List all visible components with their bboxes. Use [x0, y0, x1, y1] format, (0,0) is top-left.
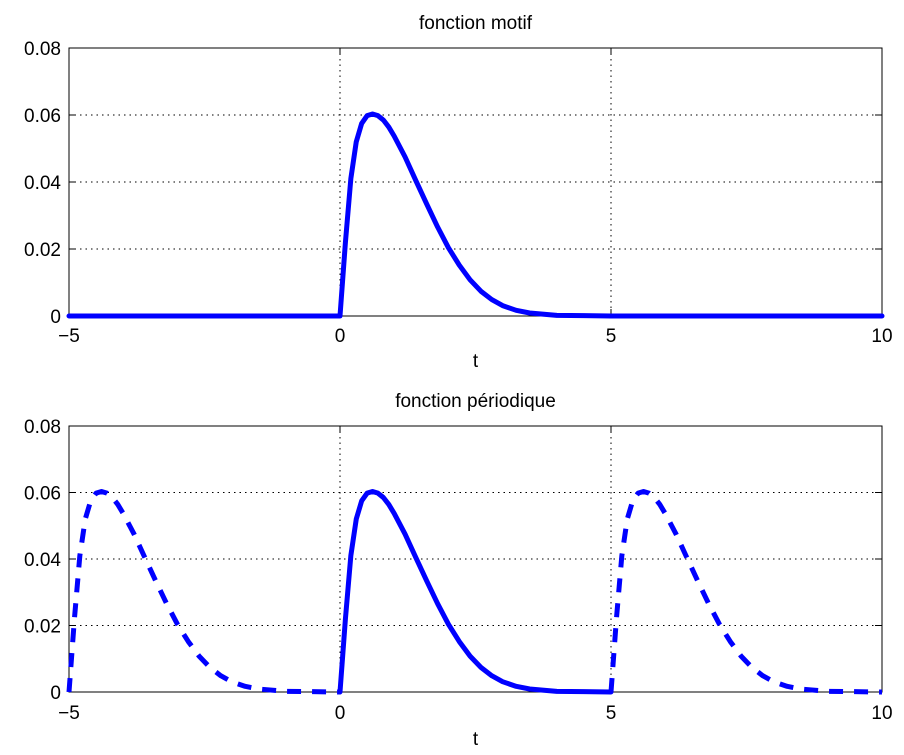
- x-tick-label: 0: [335, 703, 346, 724]
- x-tick-label: 10: [871, 703, 892, 724]
- y-tick-label: 0.04: [24, 550, 61, 571]
- x-axis-label: t: [473, 729, 479, 750]
- x-tick-label: 5: [606, 703, 617, 724]
- y-tick-label: 0: [50, 307, 61, 328]
- y-tick-label: 0: [50, 683, 61, 704]
- series-line-solid: [66, 111, 885, 319]
- x-axis-label: t: [473, 351, 479, 372]
- y-tick-label: 0.02: [24, 240, 61, 261]
- y-tick-label: 0.04: [24, 173, 61, 194]
- y-tick-label: 0.08: [24, 39, 61, 60]
- chart-title: fonction périodique: [395, 391, 556, 412]
- x-tick-label: 5: [606, 326, 617, 347]
- y-tick-label: 0.06: [24, 484, 61, 505]
- series-line-dashed: [608, 489, 883, 695]
- x-tick-label: 0: [335, 326, 346, 347]
- series-line-solid: [337, 489, 614, 695]
- chart-title: fonction motif: [419, 13, 533, 34]
- x-tick-label: −5: [58, 703, 80, 724]
- y-tick-label: 0.06: [24, 106, 61, 127]
- x-tick-label: −5: [58, 326, 80, 347]
- y-tick-label: 0.08: [24, 417, 61, 438]
- x-tick-label: 10: [871, 326, 892, 347]
- series-line-dashed: [66, 489, 341, 695]
- y-tick-label: 0.02: [24, 617, 61, 638]
